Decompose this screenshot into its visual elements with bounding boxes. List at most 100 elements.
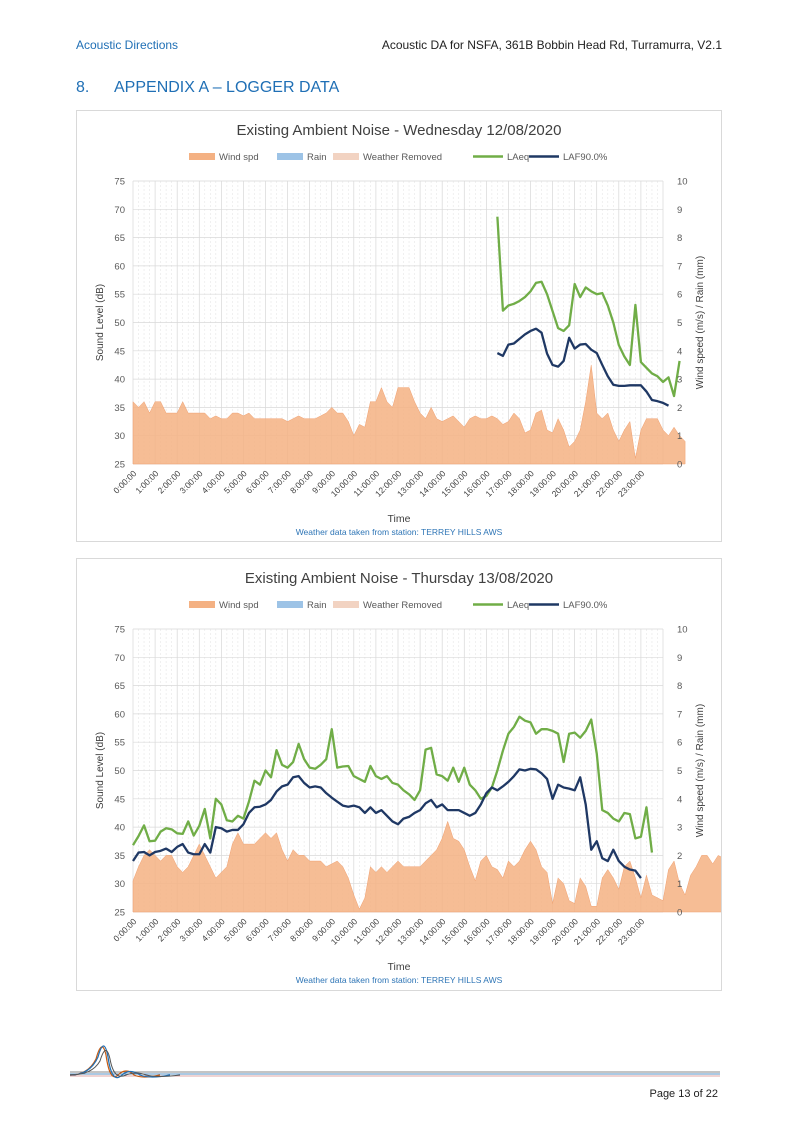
y2-tick-label: 4 [677,794,682,805]
company-name: Acoustic Directions [76,38,179,52]
legend-label: Rain [307,152,327,163]
legend-swatch [189,153,215,160]
legend-item: LAeq [473,152,529,163]
legend-item: Weather Removed [333,600,442,611]
weather-source-note: Weather data taken from station: TERREY … [296,527,503,537]
legend-item: LAF90.0% [529,600,608,611]
x-axis-title: Time [388,961,411,973]
y2-tick-label: 7 [677,261,682,272]
y2-tick-label: 1 [677,431,682,442]
y-tick-label: 35 [114,851,125,862]
y2-tick-label: 9 [677,205,682,216]
legend-label: LAF90.0% [563,152,608,163]
x-tick-label: 1:00:00 [133,468,160,495]
x-tick-label: 1:00:00 [133,916,160,943]
legend-swatch [189,601,215,608]
weather-source-note: Weather data taken from station: TERREY … [296,975,503,985]
chart-thursday-svg: Existing Ambient Noise - Thursday 13/08/… [95,570,721,985]
y2-tick-label: 0 [677,460,682,471]
y2-tick-label: 6 [677,290,682,301]
document-title: Acoustic DA for NSFA, 361B Bobbin Head R… [381,38,722,52]
grid [132,180,664,465]
y-axis-title: Sound Level (dB) [95,284,106,361]
x-tick-label: 6:00:00 [244,916,271,943]
y2-tick-label: 5 [677,318,682,329]
legend-item: Wind spd [189,152,259,163]
y-tick-label: 65 [114,681,125,692]
legend-label: LAeq [507,600,529,611]
legend-item: Weather Removed [333,152,442,163]
series-laf90-line [496,327,670,407]
y-tick-label: 40 [114,823,125,834]
x-tick-label: 7:00:00 [266,916,293,943]
legend-label: Weather Removed [363,152,442,163]
y-tick-label: 25 [114,908,125,919]
x-tick-label: 4:00:00 [200,916,227,943]
x-tick-label: 8:00:00 [288,916,315,943]
series-laeq-line [132,715,654,853]
x-tick-label: 6:00:00 [244,468,271,495]
legend-item: Rain [277,152,327,163]
y-tick-label: 70 [114,205,125,216]
y-tick-label: 45 [114,794,125,805]
x-tick-label: 0:00:00 [111,916,138,943]
y2-tick-label: 10 [677,177,688,188]
y-tick-label: 60 [114,709,125,720]
company-logo-icon [70,1045,720,1079]
y2-tick-label: 0 [677,908,682,919]
y2-tick-label: 2 [677,403,682,414]
y-tick-label: 70 [114,653,125,664]
x-tick-label: 3:00:00 [178,916,205,943]
y2-tick-label: 3 [677,375,682,386]
y2-tick-label: 10 [677,625,688,636]
legend-swatch [277,153,303,160]
legend-label: LAF90.0% [563,600,608,611]
y2-tick-label: 9 [677,653,682,664]
y-tick-label: 35 [114,403,125,414]
legend-label: Weather Removed [363,600,442,611]
chart-thursday: Existing Ambient Noise - Thursday 13/08/… [76,558,722,991]
y2-tick-label: 4 [677,346,682,357]
y-tick-label: 55 [114,290,125,301]
section-title: APPENDIX A – LOGGER DATA [114,79,340,96]
legend-item: Rain [277,600,327,611]
series-laeq-line [496,216,681,398]
legend-swatch [333,601,359,608]
y2-tick-label: 3 [677,823,682,834]
x-tick-label: 5:00:00 [222,916,249,943]
legend-label: Wind spd [219,152,259,163]
x-tick-label: 0:00:00 [111,468,138,495]
legend-item: LAF90.0% [529,152,608,163]
series-wind-area [132,820,721,913]
legend-label: Rain [307,600,327,611]
y-tick-label: 40 [114,375,125,386]
x-tick-label: 8:00:00 [288,468,315,495]
grid [132,628,664,913]
y-tick-label: 75 [114,625,125,636]
series-laf90-line [132,767,642,879]
y-tick-label: 55 [114,738,125,749]
x-tick-label: 4:00:00 [200,468,227,495]
x-tick-label: 3:00:00 [178,468,205,495]
y-tick-label: 45 [114,346,125,357]
x-tick-label: 7:00:00 [266,468,293,495]
legend-label: Wind spd [219,600,259,611]
y-tick-label: 30 [114,879,125,890]
y2-axis-title: Wind speed (m/s) / Rain (mm) [695,256,706,389]
y2-tick-label: 1 [677,879,682,890]
y2-tick-label: 8 [677,233,682,244]
y2-tick-label: 7 [677,709,682,720]
page-number: Page 13 of 22 [649,1088,718,1100]
y-axis-title: Sound Level (dB) [95,732,106,809]
legend-item: Wind spd [189,600,259,611]
legend-label: LAeq [507,152,529,163]
y-tick-label: 65 [114,233,125,244]
section-number: 8. [76,79,90,96]
y2-tick-label: 6 [677,738,682,749]
y2-tick-label: 8 [677,681,682,692]
chart-title: Existing Ambient Noise - Wednesday 12/08… [237,122,562,139]
y-tick-label: 25 [114,460,125,471]
y-tick-label: 60 [114,261,125,272]
x-tick-label: 2:00:00 [155,468,182,495]
x-tick-label: 2:00:00 [155,916,182,943]
